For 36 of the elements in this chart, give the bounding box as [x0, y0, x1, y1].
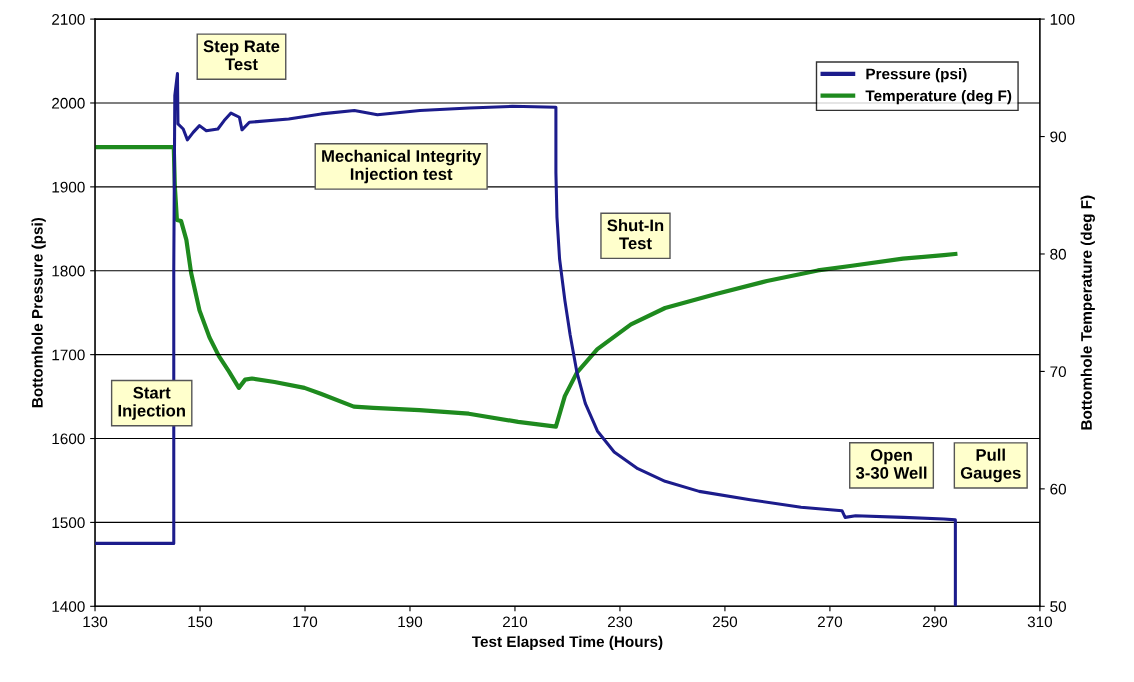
- annotation: Shut-In Test: [607, 219, 664, 250]
- y2-tick-label: 70: [1050, 366, 1066, 378]
- y2-tick-label: 90: [1050, 131, 1066, 143]
- x-axis-title: Test Elapsed Time (Hours): [471, 635, 663, 651]
- legend-label: Temperature (deg F): [865, 89, 1012, 105]
- y-tick-label: 1900: [52, 181, 85, 193]
- legend-label: Pressure (psi): [866, 68, 967, 83]
- y2-axis-title: Bottomhole Temperature (deg F): [1080, 195, 1095, 430]
- annotation: Start Injection: [118, 386, 185, 420]
- x-tick-label: 270: [817, 616, 843, 628]
- y-tick-label: 1500: [52, 517, 85, 529]
- y2-tick-label: 60: [1050, 483, 1066, 495]
- annotation: Step Rate Test: [203, 40, 280, 71]
- x-tick-label: 290: [922, 616, 948, 628]
- y2-tick-label: 80: [1050, 248, 1066, 260]
- x-tick-label: 150: [188, 616, 213, 628]
- y-axis-title: Bottomhole Pressure (psi): [31, 217, 46, 408]
- x-tick-label: 190: [398, 616, 423, 628]
- x-tick-label: 130: [83, 616, 108, 628]
- x-tick-label: 310: [1027, 616, 1053, 628]
- x-tick-label: 170: [293, 616, 318, 628]
- annotation: Open 3-30 Well: [855, 449, 927, 479]
- annotation: Mechanical Integrity Injection test: [322, 149, 482, 184]
- y-tick-label: 1700: [52, 349, 85, 361]
- y-tick-label: 2000: [52, 97, 85, 109]
- x-tick-label: 250: [712, 616, 738, 628]
- y2-tick-label: 50: [1050, 601, 1066, 612]
- y2-tick-label: 100: [1050, 13, 1075, 25]
- line-series: [95, 145, 958, 429]
- y-tick-label: 1600: [52, 433, 85, 445]
- x-tick-label: 230: [607, 616, 633, 628]
- y-tick-label: 1800: [52, 265, 85, 277]
- x-tick-label: 210: [502, 616, 528, 628]
- y-tick-label: 1400: [52, 601, 85, 612]
- annotation: Pull Gauges: [960, 448, 1021, 483]
- y-tick-label: 2100: [52, 13, 85, 25]
